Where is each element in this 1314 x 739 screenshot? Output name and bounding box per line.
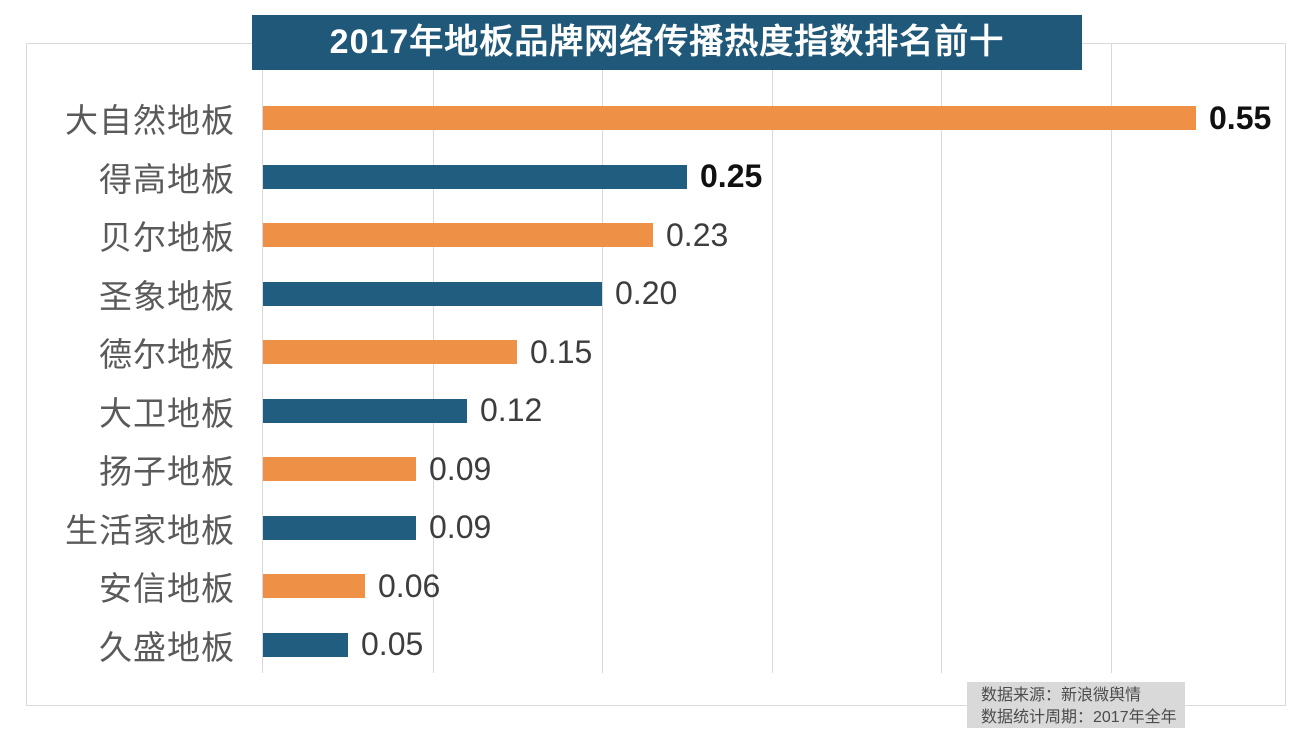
bar-大自然地板 bbox=[263, 106, 1196, 131]
category-label: 圣象地板 bbox=[99, 277, 235, 315]
category-label: 贝尔地板 bbox=[99, 219, 235, 257]
vertical-gridline bbox=[1111, 43, 1112, 673]
category-label: 大自然地板 bbox=[65, 102, 235, 140]
category-label: 生活家地板 bbox=[65, 511, 235, 549]
value-label: 0.12 bbox=[480, 392, 543, 429]
source-line-2: 数据统计周期：2017年全年 bbox=[981, 709, 1177, 726]
value-label: 0.20 bbox=[615, 275, 678, 312]
vertical-gridline bbox=[941, 43, 942, 673]
bar-得高地板 bbox=[263, 164, 687, 189]
source-note: 数据来源：新浪微舆情 数据统计周期：2017年全年 bbox=[967, 682, 1185, 728]
bar-久盛地板 bbox=[263, 632, 348, 657]
value-label: 0.55 bbox=[1209, 99, 1272, 136]
bar-生活家地板 bbox=[263, 515, 416, 540]
value-label: 0.09 bbox=[429, 450, 492, 487]
category-label: 得高地板 bbox=[99, 160, 235, 198]
chart-title-text: 2017年地板品牌网络传播热度指数排名前十 bbox=[329, 23, 1005, 61]
category-label: 扬子地板 bbox=[99, 453, 235, 491]
vertical-gridline bbox=[772, 43, 773, 673]
bar-安信地板 bbox=[263, 574, 365, 599]
chart-row: 得高地板 0.25 bbox=[0, 148, 1314, 207]
chart-row: 大卫地板 0.12 bbox=[0, 382, 1314, 441]
chart-row: 大自然地板 0.55 bbox=[0, 89, 1314, 148]
bar-贝尔地板 bbox=[263, 223, 653, 248]
value-label: 0.23 bbox=[666, 216, 729, 253]
category-axis-line bbox=[262, 43, 263, 673]
bar-rows: 大自然地板 0.55 得高地板 0.25 贝尔地板 0.23 圣象地板 0.20 德尔地板 0.1… bbox=[0, 89, 1314, 674]
value-label: 0.15 bbox=[530, 333, 593, 370]
category-label: 久盛地板 bbox=[99, 628, 235, 666]
value-label: 0.25 bbox=[700, 158, 763, 195]
value-label: 0.06 bbox=[378, 567, 441, 604]
bar-德尔地板 bbox=[263, 340, 517, 365]
chart-row: 德尔地板 0.15 bbox=[0, 323, 1314, 382]
chart-row: 圣象地板 0.20 bbox=[0, 265, 1314, 324]
bar-扬子地板 bbox=[263, 457, 416, 482]
source-line-1: 数据来源：新浪微舆情 bbox=[981, 687, 1142, 704]
chart-title: 2017年地板品牌网络传播热度指数排名前十 bbox=[252, 15, 1082, 70]
chart-row: 扬子地板 0.09 bbox=[0, 440, 1314, 499]
bar-大卫地板 bbox=[263, 398, 467, 423]
value-label: 0.09 bbox=[429, 509, 492, 546]
chart-row: 安信地板 0.06 bbox=[0, 557, 1314, 616]
vertical-gridline bbox=[602, 43, 603, 673]
chart-row: 贝尔地板 0.23 bbox=[0, 206, 1314, 265]
value-label: 0.05 bbox=[361, 626, 424, 663]
category-label: 大卫地板 bbox=[99, 394, 235, 432]
chart-row: 久盛地板 0.05 bbox=[0, 616, 1314, 675]
bar-圣象地板 bbox=[263, 281, 602, 306]
category-label: 德尔地板 bbox=[99, 336, 235, 374]
chart-row: 生活家地板 0.09 bbox=[0, 499, 1314, 558]
category-label: 安信地板 bbox=[99, 570, 235, 608]
